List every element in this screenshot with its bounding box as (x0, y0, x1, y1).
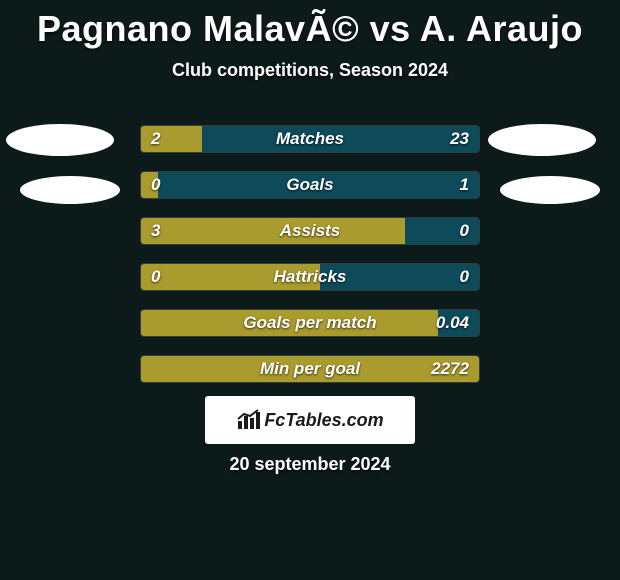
stat-value-right: 0.04 (436, 310, 469, 336)
brand-text: FcTables.com (264, 410, 383, 431)
stat-value-right: 0 (460, 264, 469, 290)
stat-label: Assists (141, 218, 479, 244)
stat-value-right: 0 (460, 218, 469, 244)
stat-row: Goals per match0.04 (140, 309, 480, 337)
stat-label: Goals (141, 172, 479, 198)
date-text: 20 september 2024 (0, 454, 620, 475)
brand-badge[interactable]: FcTables.com (205, 396, 415, 444)
stat-label: Matches (141, 126, 479, 152)
stat-value-right: 23 (450, 126, 469, 152)
avatar-placeholder-left-0 (6, 124, 114, 156)
page-title: Pagnano MalavÃ© vs A. Araujo (0, 0, 620, 50)
avatar-placeholder-left-1 (20, 176, 120, 204)
comparison-card: Pagnano MalavÃ© vs A. Araujo Club compet… (0, 0, 620, 580)
stat-value-right: 1 (460, 172, 469, 198)
stat-row: Matches2 23 (140, 125, 480, 153)
stat-value-left: 0 (151, 172, 160, 198)
subtitle: Club competitions, Season 2024 (0, 60, 620, 81)
stat-value-left: 3 (151, 218, 160, 244)
stat-row: Hattricks0 0 (140, 263, 480, 291)
chart-icon (236, 409, 262, 431)
stat-value-left: 2 (151, 126, 160, 152)
stat-label: Goals per match (141, 310, 479, 336)
stat-value-right: 2272 (431, 356, 469, 382)
avatar-placeholder-right-0 (488, 124, 596, 156)
stat-row: Assists3 0 (140, 217, 480, 245)
stat-row: Min per goal2272 (140, 355, 480, 383)
avatar-placeholder-right-1 (500, 176, 600, 204)
stat-label: Hattricks (141, 264, 479, 290)
stat-row: Goals0 1 (140, 171, 480, 199)
stat-label: Min per goal (141, 356, 479, 382)
stat-bars: Matches223Goals01Assists30Hattricks00Goa… (140, 125, 480, 401)
stat-value-left: 0 (151, 264, 160, 290)
